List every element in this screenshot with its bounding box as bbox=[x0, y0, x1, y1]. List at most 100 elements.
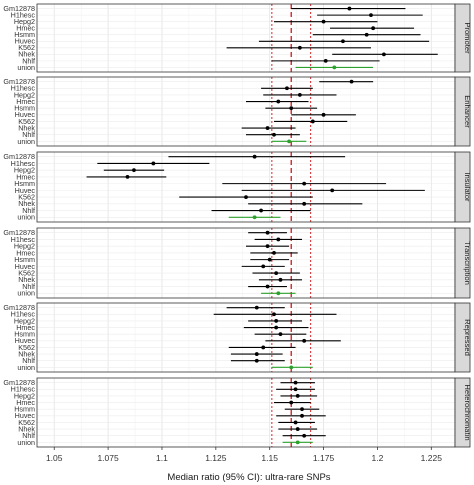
median-point bbox=[272, 132, 276, 137]
median-point bbox=[349, 79, 354, 84]
median-point bbox=[300, 413, 304, 418]
panel-strip-label: Insulator bbox=[463, 172, 472, 202]
row-label: union bbox=[17, 363, 35, 372]
row-label: Gm12878 bbox=[3, 77, 35, 86]
panel-background bbox=[37, 77, 455, 146]
row-label: Hsmm bbox=[14, 179, 35, 188]
median-point bbox=[289, 400, 294, 405]
row-label: K562 bbox=[18, 343, 35, 352]
row-label: Hepg2 bbox=[14, 242, 35, 251]
x-tick-label: 1.125 bbox=[205, 453, 227, 463]
row-label: H1hesc bbox=[11, 310, 36, 319]
median-point bbox=[330, 188, 335, 193]
x-tick-label: 1.05 bbox=[46, 453, 63, 463]
row-label: union bbox=[17, 289, 35, 298]
panel-promoter: Gm12878H1hescHepg2HmecHsmmHuvecK562NhekN… bbox=[3, 3, 472, 73]
median-point bbox=[300, 407, 304, 412]
median-point bbox=[369, 13, 373, 18]
median-point bbox=[302, 181, 307, 186]
median-point bbox=[265, 126, 270, 130]
panel-background bbox=[37, 378, 455, 447]
panel-background bbox=[37, 303, 455, 372]
median-point bbox=[295, 440, 300, 445]
x-axis-title: Median ratio (95% CI): ultra-rare SNPs bbox=[167, 472, 330, 483]
median-point bbox=[293, 420, 298, 425]
row-label: K562 bbox=[18, 117, 35, 126]
row-label: Gm12878 bbox=[3, 152, 35, 161]
median-point bbox=[297, 93, 302, 97]
panel-strip-label: Heterochromatin bbox=[463, 384, 472, 440]
row-label: Hsmm bbox=[14, 104, 35, 113]
median-point bbox=[332, 65, 337, 70]
row-label: union bbox=[17, 438, 35, 447]
row-label: Huvec bbox=[15, 262, 36, 271]
row-label: H1hesc bbox=[11, 11, 36, 20]
row-label: Hepg2 bbox=[14, 166, 35, 175]
row-label: Nhlf bbox=[22, 356, 35, 365]
panel-heterochromatin: Gm12878H1hescHepg2HmecHsmmHuvecK562NhekN… bbox=[3, 377, 472, 448]
panel-strip-label: Promoter bbox=[463, 22, 472, 54]
median-point bbox=[259, 208, 263, 213]
median-point bbox=[287, 139, 291, 144]
panel-enhancer: Gm12878H1hescHepg2HmecHsmmHuvecK562NhekN… bbox=[3, 76, 472, 147]
median-point bbox=[276, 99, 281, 104]
panel-strip bbox=[454, 227, 471, 299]
median-point bbox=[297, 45, 302, 50]
row-label: K562 bbox=[18, 192, 35, 201]
median-point bbox=[321, 19, 326, 24]
median-point bbox=[293, 387, 298, 392]
median-point bbox=[261, 264, 266, 269]
row-label: K562 bbox=[18, 418, 35, 427]
median-point bbox=[254, 352, 259, 356]
row-label: Huvec bbox=[15, 411, 36, 420]
median-point bbox=[295, 427, 300, 431]
median-point bbox=[261, 345, 266, 350]
row-label: union bbox=[17, 213, 35, 222]
median-point bbox=[347, 6, 352, 11]
median-point bbox=[321, 112, 326, 117]
row-label: Nhek bbox=[18, 349, 35, 358]
row-label: Hmec bbox=[16, 398, 35, 407]
row-label: H1hesc bbox=[11, 84, 36, 93]
panel-strip-label: Enhancer bbox=[463, 95, 472, 128]
x-axis: 1.05 1.075 1.1 1.125 1.15 1.175 1.2 1.225 bbox=[46, 447, 442, 463]
x-tick-label: 1.15 bbox=[261, 453, 278, 463]
row-label: Hmec bbox=[16, 323, 35, 332]
median-point bbox=[302, 201, 307, 206]
row-label: H1hesc bbox=[11, 385, 36, 394]
row-label: Hsmm bbox=[14, 255, 35, 264]
median-point bbox=[364, 32, 369, 37]
median-point bbox=[274, 325, 279, 330]
row-label: Hmec bbox=[16, 172, 35, 181]
row-label: Hsmm bbox=[14, 30, 35, 39]
median-point bbox=[267, 257, 272, 262]
row-label: Nhlf bbox=[22, 431, 35, 440]
row-label: Hmec bbox=[16, 24, 35, 33]
x-tick-label: 1.2 bbox=[372, 453, 384, 463]
panel-strip bbox=[454, 3, 471, 73]
row-label: Gm12878 bbox=[3, 378, 35, 387]
panel-strip bbox=[454, 151, 471, 223]
median-point bbox=[302, 338, 307, 343]
panel-background bbox=[37, 4, 455, 72]
row-label: Hepg2 bbox=[14, 90, 35, 99]
row-label: Nhek bbox=[18, 199, 35, 208]
row-label: Gm12878 bbox=[3, 4, 35, 13]
median-point bbox=[302, 433, 307, 438]
row-label: Huvec bbox=[15, 186, 36, 195]
median-point bbox=[274, 319, 279, 323]
row-label: Gm12878 bbox=[3, 303, 35, 312]
row-label: Gm12878 bbox=[3, 228, 35, 237]
median-point bbox=[323, 58, 328, 63]
row-label: Hmec bbox=[16, 248, 35, 257]
median-point bbox=[289, 365, 294, 370]
median-point bbox=[278, 277, 283, 282]
median-point bbox=[132, 168, 136, 173]
x-tick-label: 1.075 bbox=[97, 453, 119, 463]
median-point bbox=[254, 358, 259, 363]
median-point bbox=[278, 332, 283, 337]
median-point bbox=[265, 284, 270, 289]
median-point bbox=[272, 312, 276, 317]
median-point bbox=[371, 26, 376, 31]
